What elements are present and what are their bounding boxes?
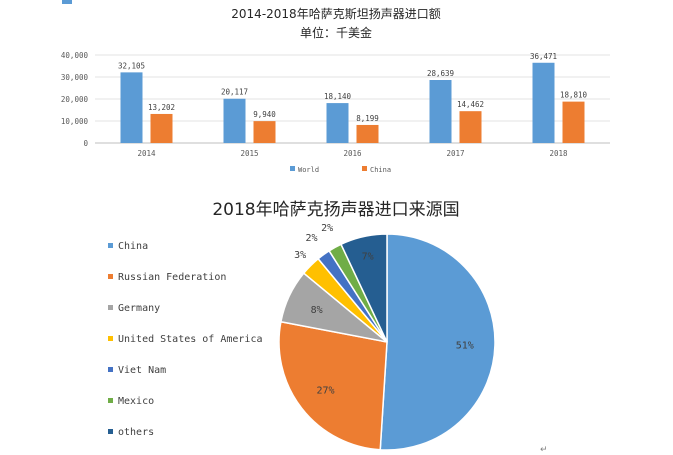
pie-slice-russian-federation	[278, 320, 388, 451]
bar-value-label: 14,462	[457, 100, 484, 109]
bar-series	[120, 62, 585, 143]
pie-legend-swatch	[108, 305, 113, 310]
bar-x-tick-label: 2018	[549, 149, 568, 158]
bar-y-tick-label: 0	[83, 139, 88, 148]
bar-value-label: 32,105	[118, 61, 145, 70]
bar-value-label: 20,117	[221, 88, 248, 97]
bar-chart-subtitle: 单位：千美金	[300, 25, 372, 40]
pie-slice-others	[340, 233, 388, 343]
pie-legend-label: others	[118, 427, 154, 438]
pie-value-label: 2%	[321, 223, 333, 234]
bar-world-2016	[326, 103, 349, 143]
pie-legend-label: United States of America	[118, 334, 263, 345]
bar-grid	[95, 54, 610, 144]
pie-chart-title: 2018年哈萨克扬声器进口来源国	[212, 200, 459, 220]
bar-china-2016	[356, 124, 379, 143]
bar-value-label: 18,140	[324, 92, 352, 101]
pie-chart: 2018年哈萨克扬声器进口来源国 51% 27% 8% 3% 2% 2% 7% China R…	[108, 200, 496, 451]
bar-x-tick-label: 2016	[343, 149, 362, 158]
bar-china-2014	[150, 113, 173, 143]
pie-legend-label: Russian Federation	[118, 272, 226, 283]
bar-x-tick-label: 2015	[240, 149, 258, 158]
bar-legend-label-world: World	[298, 166, 319, 174]
bar-value-label: 28,639	[427, 69, 454, 78]
bar-x-tick-label: 2017	[446, 149, 464, 158]
bar-world-2018	[532, 62, 555, 143]
corner-mark	[62, 0, 72, 4]
bar-y-tick-label: 40,000	[61, 51, 89, 60]
paragraph-mark: ↵	[540, 445, 548, 455]
pie-value-label: 3%	[294, 250, 306, 261]
bar-value-label: 9,940	[253, 110, 276, 119]
pie-value-label: 2%	[305, 233, 317, 244]
pie-value-label: 8%	[311, 305, 323, 316]
bar-value-label: 36,471	[530, 52, 557, 61]
bar-x-tick-label: 2014	[137, 149, 156, 158]
bar-value-label: 8,199	[356, 114, 379, 123]
bar-china-2015	[253, 121, 276, 143]
bar-legend-label-china: China	[370, 166, 391, 174]
pie-value-label: 7%	[362, 252, 374, 263]
pie-legend: China Russian Federation Germany United Sta…	[108, 241, 263, 438]
bar-y-tick-label: 10,000	[61, 117, 89, 126]
pie-legend-label: China	[118, 241, 148, 252]
bar-world-2015	[223, 98, 246, 143]
pie-slice-china	[379, 233, 496, 451]
pie-legend-label: Germany	[118, 303, 160, 314]
pie-legend-swatch	[108, 243, 113, 248]
pie-value-label: 27%	[317, 386, 335, 397]
bar-y-axis: 0 10,000 20,000 30,000 40,000	[61, 51, 89, 148]
bar-y-tick-label: 20,000	[61, 95, 89, 104]
bar-legend: World China	[290, 166, 391, 174]
bar-value-label: 18,810	[560, 91, 588, 100]
bar-china-2018	[562, 101, 585, 143]
bar-world-2017	[429, 79, 452, 143]
bar-y-tick-label: 30,000	[61, 73, 89, 82]
bar-legend-swatch-china	[362, 166, 367, 171]
bar-china-2017	[459, 111, 482, 143]
pie-data-labels: 51% 27% 8% 3% 2% 2% 7%	[294, 223, 474, 397]
bar-chart-title: 2014-2018年哈萨克斯坦扬声器进口额	[231, 6, 440, 21]
pie-legend-label: Viet Nam	[118, 365, 166, 376]
bar-legend-swatch-world	[290, 166, 295, 171]
pie-legend-swatch	[108, 336, 113, 341]
pie-legend-swatch	[108, 274, 113, 279]
bar-chart: 2014-2018年哈萨克斯坦扬声器进口额 单位：千美金 0 10,000 20,0…	[61, 6, 610, 174]
pie-slices	[278, 233, 496, 451]
bar-value-label: 13,202	[148, 103, 175, 112]
bar-x-axis: 2014 2015 2016 2017 2018	[137, 149, 568, 158]
pie-legend-swatch	[108, 367, 113, 372]
pie-legend-swatch	[108, 398, 113, 403]
pie-legend-label: Mexico	[118, 396, 154, 407]
bar-data-labels: 32,105 13,202 20,117 9,940 18,140 8,199 28,639…	[118, 52, 588, 123]
pie-legend-swatch	[108, 429, 113, 434]
pie-value-label: 51%	[456, 340, 474, 351]
bar-world-2014	[120, 72, 143, 143]
